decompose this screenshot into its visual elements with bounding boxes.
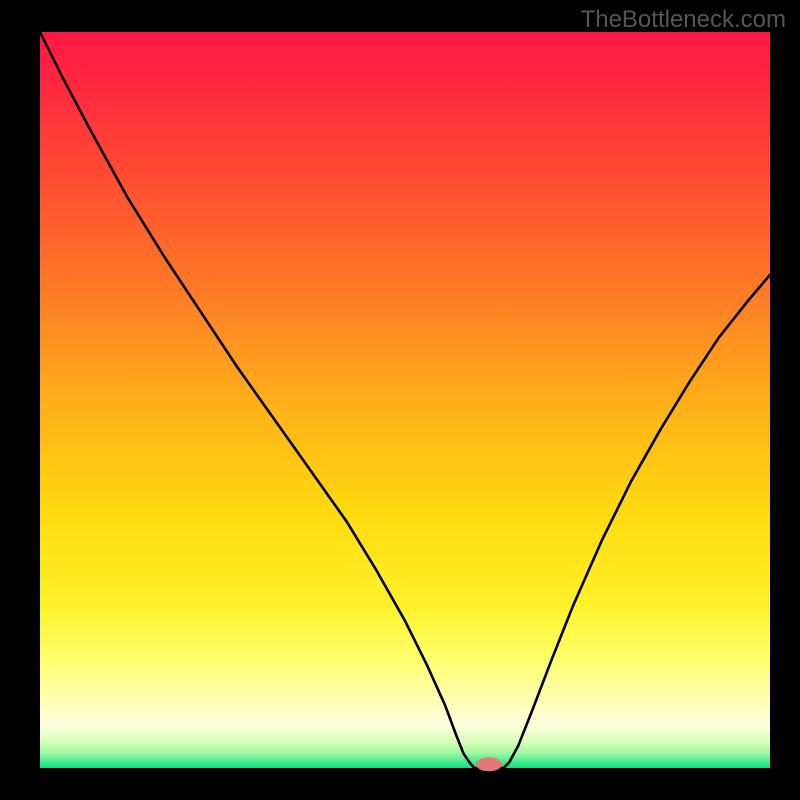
- bottleneck-chart: [0, 0, 800, 800]
- plot-gradient-bg: [40, 32, 770, 768]
- chart-stage: TheBottleneck.com: [0, 0, 800, 800]
- optimal-point-marker: [476, 757, 502, 771]
- watermark-text: TheBottleneck.com: [581, 6, 786, 34]
